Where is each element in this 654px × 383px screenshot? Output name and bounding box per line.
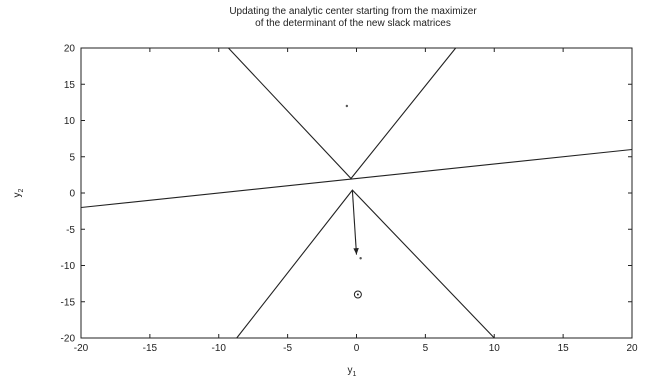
update-arrow-head	[353, 248, 359, 255]
x-tick-label: -10	[212, 343, 227, 354]
x-tick-label: 20	[626, 343, 638, 354]
x-axis-label-subscript: 1	[353, 371, 357, 378]
x-axis-label: y1	[348, 365, 357, 378]
point-marker	[345, 104, 349, 108]
y-tick-label: 10	[64, 116, 76, 127]
y-tick-label: -10	[61, 261, 76, 272]
series-line-1	[80, 148, 633, 209]
series-layer	[80, 47, 633, 339]
marker-layer	[345, 104, 362, 299]
x-axis-ticks: -20 -15 -10 -5 0 5 10 15 20	[74, 48, 638, 354]
series-line-2	[227, 47, 457, 180]
update-arrow-shaft	[351, 190, 358, 255]
y-axis-label-main: y	[12, 192, 23, 197]
y-tick-label: 20	[64, 44, 76, 55]
x-tick-label: 5	[423, 343, 429, 354]
series-line-3	[236, 189, 495, 339]
plot-area: -20 -15 -10 -5 0 5 10 15 20 -20 -15 -10 -5 0 5 10 15 20	[61, 44, 638, 355]
y-axis-label: y2	[12, 188, 25, 197]
y-axis-label-subscript: 2	[18, 188, 25, 192]
x-tick-label: 0	[354, 343, 360, 354]
plot-frame	[80, 47, 633, 339]
y-tick-label: 0	[69, 189, 75, 200]
analytic-center-marker	[353, 290, 362, 299]
chart-title-line-1: Updating the analytic center starting fr…	[229, 6, 477, 17]
y-tick-label: 15	[64, 80, 76, 91]
y-axis-ticks: -20 -15 -10 -5 0 5 10 15 20	[61, 44, 632, 345]
y-tick-label: 5	[69, 152, 75, 163]
x-tick-label: -15	[143, 343, 158, 354]
chart-title-line-2: of the determinant of the new slack matr…	[255, 18, 451, 29]
x-tick-label: 15	[558, 343, 570, 354]
x-tick-label: -20	[74, 343, 89, 354]
analytic-center-marker-dot	[356, 293, 359, 296]
y-tick-label: -20	[61, 334, 76, 345]
x-tick-label: 10	[489, 343, 501, 354]
x-axis-label-main: y	[348, 365, 353, 376]
x-tick-label: -5	[283, 343, 292, 354]
point-marker	[359, 257, 362, 260]
y-tick-label: -15	[61, 297, 76, 308]
y-tick-label: -5	[66, 225, 75, 236]
